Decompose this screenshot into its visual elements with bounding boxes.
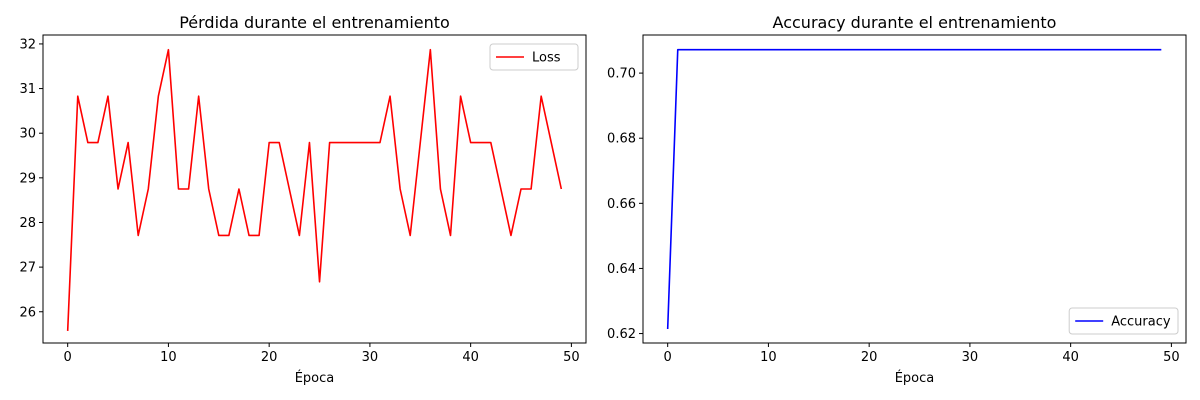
acc-title: Accuracy durante el entrenamiento (773, 13, 1057, 32)
loss-xlabel: Época (295, 370, 335, 386)
loss-title: Pérdida durante el entrenamiento (179, 13, 450, 32)
acc-ytick-label: 0.64 (607, 262, 636, 277)
acc-legend-label: Accuracy (1111, 315, 1171, 330)
acc-ytick-label: 0.68 (607, 132, 636, 147)
acc-axes-frame (642, 34, 1187, 344)
acc-xtick-label: 20 (861, 350, 878, 365)
loss-axes-frame (42, 34, 587, 344)
loss-xtick-label: 50 (563, 350, 580, 365)
acc-xtick-label: 0 (664, 350, 672, 365)
acc-xtick-label: 10 (760, 350, 777, 365)
loss-xtick-label: 40 (462, 350, 479, 365)
loss-ytick-label: 32 (19, 37, 36, 52)
acc-ytick-label: 0.62 (607, 327, 636, 342)
loss-series-line (66, 48, 563, 331)
acc-series-line (666, 48, 1162, 330)
loss-ytick-label: 28 (19, 216, 36, 231)
acc-xtick-label: 40 (1062, 350, 1079, 365)
loss-xtick-label: 30 (362, 350, 379, 365)
loss-ytick-label: 31 (19, 82, 36, 97)
loss-ytick-label: 30 (19, 127, 36, 142)
acc-legend-box (1068, 307, 1179, 335)
acc-legend: Accuracy (1068, 307, 1179, 335)
acc-chart: Accuracy durante el entrenamiento 0 10 20 30… (607, 13, 1187, 386)
acc-xtick-label: 50 (1163, 350, 1180, 365)
acc-ytick-label: 0.66 (607, 197, 636, 212)
loss-xtick-label: 0 (64, 350, 72, 365)
loss-legend-box (489, 43, 579, 71)
loss-ytick-label: 29 (19, 171, 36, 186)
loss-chart: Pérdida durante el entrenamiento 0 10 20 30 4… (19, 13, 587, 386)
acc-ytick-label: 0.70 (607, 67, 636, 82)
loss-xtick-label: 20 (261, 350, 278, 365)
loss-xtick-label: 10 (160, 350, 177, 365)
loss-ytick-label: 27 (19, 261, 36, 276)
loss-legend-label: Loss (532, 51, 561, 66)
acc-xlabel: Época (895, 370, 935, 386)
loss-ytick-label: 26 (19, 305, 36, 320)
loss-legend: Loss (489, 43, 579, 71)
acc-xtick-label: 30 (962, 350, 979, 365)
